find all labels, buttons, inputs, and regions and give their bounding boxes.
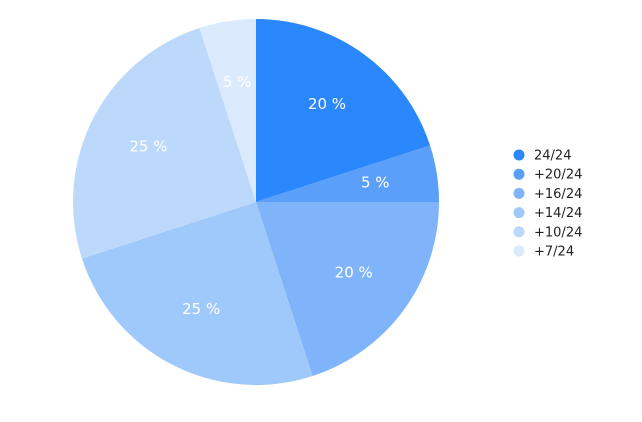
value-label: 20 % [308, 95, 346, 113]
legend-marker [513, 245, 525, 257]
legend-marker [513, 168, 525, 180]
pie-slice [81, 202, 313, 385]
legend-label: +16/24 [534, 187, 582, 202]
pie-slice [199, 19, 256, 202]
pie-slice [256, 145, 439, 202]
value-label: 20 % [335, 263, 373, 281]
pie-slice [256, 19, 431, 202]
legend-marker [513, 187, 525, 199]
pie-slice [73, 27, 257, 259]
legend-marker [513, 226, 525, 238]
pie-slice [256, 202, 439, 377]
legend-label: +7/24 [534, 245, 574, 260]
value-label: 5 % [361, 174, 390, 192]
legend-label: 24/24 [534, 149, 571, 164]
value-label: 25 % [129, 138, 167, 156]
value-label: 5 % [223, 73, 252, 91]
legend-marker [513, 207, 525, 219]
legend-label: +20/24 [534, 168, 582, 183]
legend-label: +14/24 [534, 206, 582, 221]
legend-marker [513, 149, 525, 161]
legend-label: +10/24 [534, 225, 582, 240]
value-label: 25 % [182, 300, 220, 318]
